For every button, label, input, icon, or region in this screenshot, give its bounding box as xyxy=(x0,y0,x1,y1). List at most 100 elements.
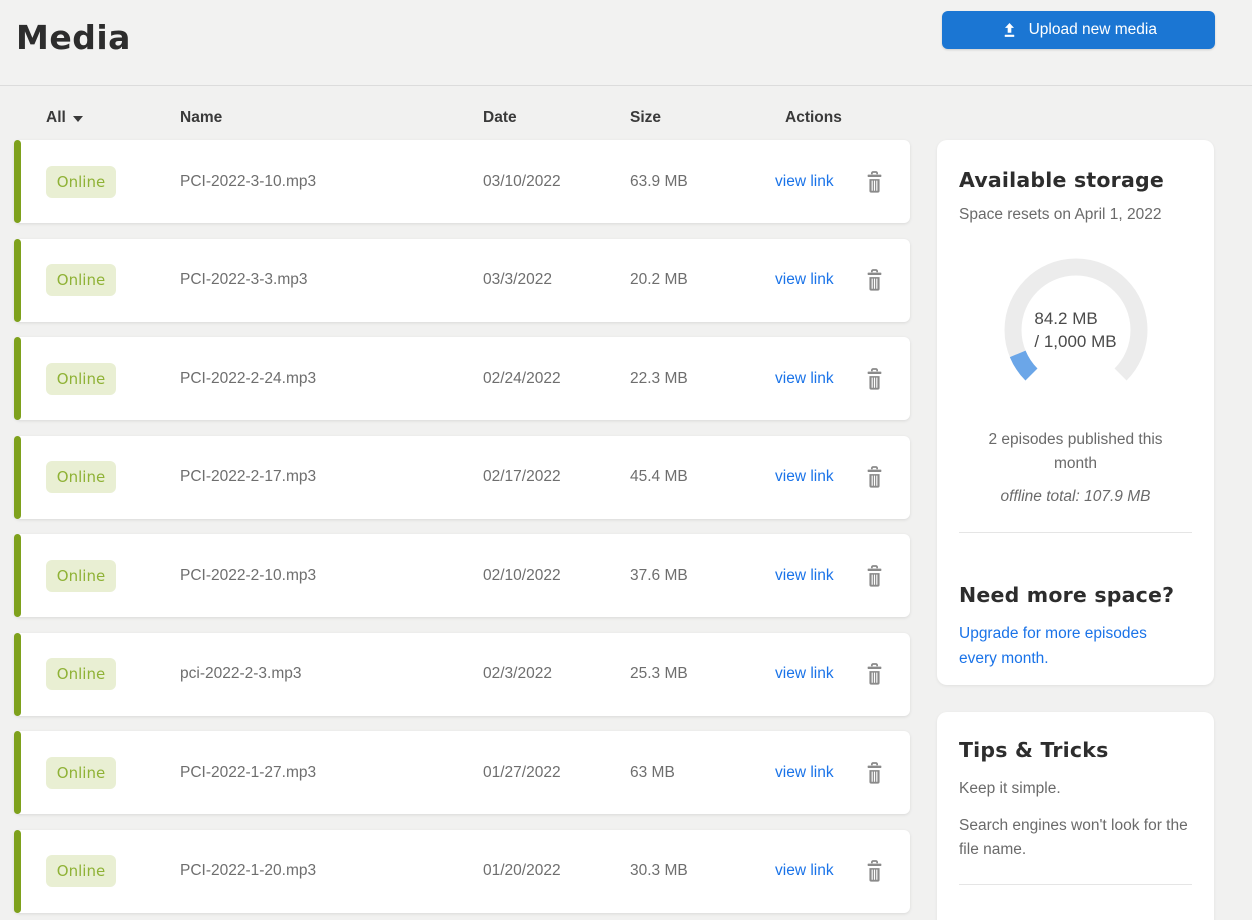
upload-icon xyxy=(1004,22,1014,37)
delete-button[interactable] xyxy=(862,661,887,688)
view-link[interactable]: view link xyxy=(775,862,834,879)
status-stripe xyxy=(14,632,21,716)
column-header-actions: Actions xyxy=(785,109,842,126)
delete-button[interactable] xyxy=(862,562,887,589)
table-row: Online PCI-2022-1-27.mp3 01/27/2022 63 M… xyxy=(14,731,910,814)
gauge-center-text: 84.2 MB / 1,000 MB xyxy=(996,250,1156,410)
file-date: 02/24/2022 xyxy=(483,369,561,387)
file-name: PCI-2022-1-20.mp3 xyxy=(180,862,317,879)
file-date: 01/27/2022 xyxy=(483,763,561,781)
file-name: PCI-2022-2-17.mp3 xyxy=(180,468,317,485)
storage-used-value: 84.2 MB xyxy=(1034,309,1098,328)
file-date: 03/10/2022 xyxy=(483,172,561,190)
trash-icon xyxy=(867,761,882,784)
column-header-name: Name xyxy=(180,109,223,126)
storage-title: Available storage xyxy=(959,168,1164,192)
table-row: Online PCI-2022-2-17.mp3 02/17/2022 45.4… xyxy=(14,435,910,519)
view-link[interactable]: view link xyxy=(775,172,834,190)
filter-dropdown[interactable]: All xyxy=(46,109,83,127)
table-row: Online pci-2022-2-3.mp3 02/3/2022 25.3 M… xyxy=(14,632,910,716)
view-link[interactable]: view link xyxy=(775,271,834,288)
upgrade-link[interactable]: Upgrade for more episodes every month. xyxy=(959,625,1147,667)
file-size: 63 MB xyxy=(630,763,675,781)
file-name: PCI-2022-3-3.mp3 xyxy=(180,271,308,288)
status-badge: Online xyxy=(46,658,116,690)
status-stripe xyxy=(14,435,21,519)
tips-line-1: Keep it simple. xyxy=(959,780,1061,797)
delete-button[interactable] xyxy=(862,168,887,195)
gauge-value-arc xyxy=(1009,350,1038,381)
trash-icon xyxy=(867,466,882,488)
status-badge: Online xyxy=(46,461,116,493)
file-size: 37.6 MB xyxy=(630,566,688,584)
file-date: 03/3/2022 xyxy=(483,271,552,288)
trash-icon xyxy=(867,269,882,291)
file-name: PCI-2022-1-27.mp3 xyxy=(180,763,317,781)
status-stripe xyxy=(14,140,21,223)
status-badge: Online xyxy=(46,559,116,592)
status-stripe xyxy=(14,238,21,322)
view-link[interactable]: view link xyxy=(775,763,834,781)
tips-title: Tips & Tricks xyxy=(959,738,1109,762)
gauge-track-arc xyxy=(1004,258,1147,381)
upload-button-label: Upload new media xyxy=(1028,21,1157,38)
status-badge: Online xyxy=(46,165,116,198)
file-size: 22.3 MB xyxy=(630,369,688,387)
storage-gauge: 84.2 MB / 1,000 MB xyxy=(996,250,1156,410)
status-badge: Online xyxy=(46,855,116,887)
top-bar: Media Upload new media xyxy=(0,0,1252,86)
status-stripe xyxy=(14,337,21,420)
need-more-space-title: Need more space? xyxy=(959,583,1175,607)
status-stripe xyxy=(14,731,21,814)
trash-icon xyxy=(867,860,882,882)
view-link[interactable]: view link xyxy=(775,468,834,485)
status-badge: Online xyxy=(46,756,116,789)
storage-card-divider xyxy=(959,532,1192,533)
delete-button[interactable] xyxy=(862,365,887,392)
status-badge: Online xyxy=(46,362,116,395)
file-name: pci-2022-2-3.mp3 xyxy=(180,665,302,682)
delete-button[interactable] xyxy=(862,858,887,885)
table-row: Online PCI-2022-1-20.mp3 01/20/2022 30.3… xyxy=(14,829,910,913)
view-link[interactable]: view link xyxy=(775,665,834,682)
delete-button[interactable] xyxy=(862,267,887,294)
delete-button[interactable] xyxy=(862,464,887,491)
file-date: 02/17/2022 xyxy=(483,468,561,485)
trash-icon xyxy=(867,170,882,193)
upload-new-media-button[interactable]: Upload new media xyxy=(941,11,1215,49)
available-storage-card: Available storage Space resets on April … xyxy=(937,140,1214,685)
page-title: Media xyxy=(16,18,131,57)
file-name: PCI-2022-2-10.mp3 xyxy=(180,566,317,584)
file-date: 01/20/2022 xyxy=(483,862,561,879)
file-size: 25.3 MB xyxy=(630,665,688,682)
status-stripe xyxy=(14,534,21,617)
column-header-size: Size xyxy=(630,109,662,126)
trash-icon xyxy=(867,564,882,587)
storage-reset-note: Space resets on April 1, 2022 xyxy=(959,206,1162,223)
trash-icon xyxy=(867,367,882,390)
table-row: Online PCI-2022-2-10.mp3 02/10/2022 37.6… xyxy=(14,534,910,617)
view-link[interactable]: view link xyxy=(775,369,834,387)
status-badge: Online xyxy=(46,264,116,296)
caret-down-icon xyxy=(72,116,83,122)
filter-label: All xyxy=(46,109,66,126)
episodes-published-note: 2 episodes published this month xyxy=(988,431,1163,472)
view-link[interactable]: view link xyxy=(775,566,834,584)
file-name: PCI-2022-2-24.mp3 xyxy=(180,369,317,387)
file-date: 02/10/2022 xyxy=(483,566,561,584)
offline-total-note: offline total: 107.9 MB xyxy=(1000,488,1151,505)
trash-icon xyxy=(867,663,882,685)
status-stripe xyxy=(14,829,21,913)
table-row: Online PCI-2022-3-10.mp3 03/10/2022 63.9… xyxy=(14,140,910,223)
file-date: 02/3/2022 xyxy=(483,665,552,682)
delete-button[interactable] xyxy=(862,759,887,786)
tips-line-2: Search engines won't look for the file n… xyxy=(959,817,1188,858)
storage-total-value: / 1,000 MB xyxy=(1034,332,1117,351)
tips-card-divider xyxy=(959,884,1192,885)
media-list: Online PCI-2022-3-10.mp3 03/10/2022 63.9… xyxy=(14,140,910,920)
file-size: 30.3 MB xyxy=(630,862,688,879)
tips-tricks-card: Tips & Tricks Keep it simple. Search eng… xyxy=(937,712,1214,920)
column-header-date: Date xyxy=(483,109,517,126)
file-size: 45.4 MB xyxy=(630,468,688,485)
table-header: All Name Date Size Actions xyxy=(0,86,936,140)
